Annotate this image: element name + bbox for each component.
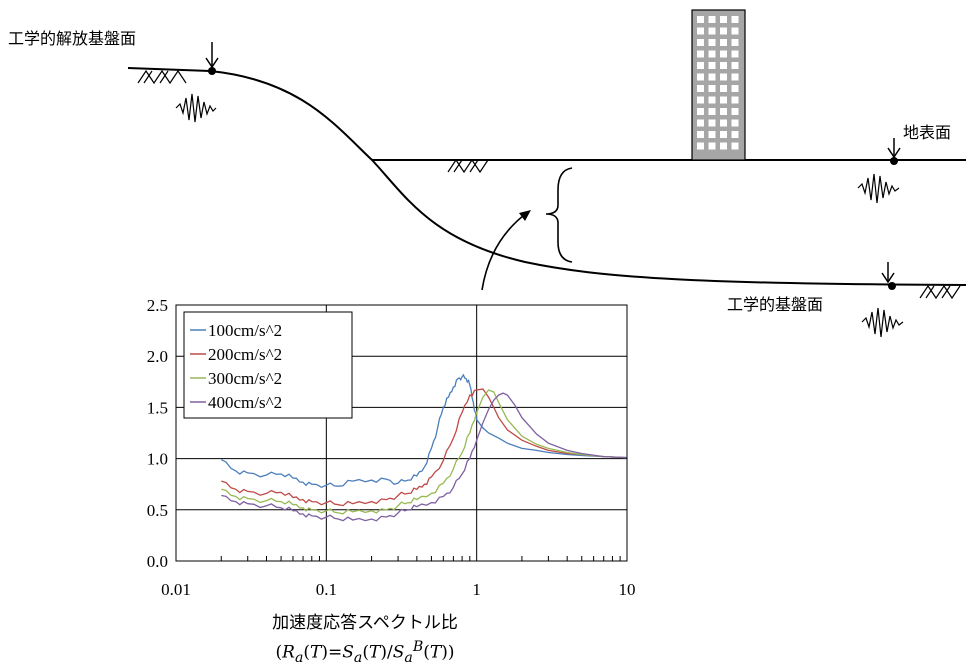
x-tick-label: 0.01 <box>161 580 191 599</box>
legend-label: 100cm/s^2 <box>208 321 282 340</box>
legend-label: 400cm/s^2 <box>208 393 282 412</box>
y-tick-label: 2.5 <box>147 296 168 315</box>
x-tick-label: 0.1 <box>316 580 337 599</box>
x-tick-label: 10 <box>619 580 636 599</box>
waveform-icon-bedrock <box>861 307 904 338</box>
response-ratio-chart: 0.0 0.5 1.0 1.5 2.0 2.5 0.01 0.1 1 10 100cm/s^2 20… <box>147 296 636 599</box>
x-tick-label: 1 <box>472 580 481 599</box>
chart-legend: 100cm/s^2 200cm/s^2 300cm/s^2 400cm/s^2 <box>183 311 353 419</box>
ground-profile <box>127 67 966 286</box>
chart-x-axis-label: 加速度応答スペクトル比 <box>272 613 458 633</box>
legend-label: 300cm/s^2 <box>208 369 282 388</box>
y-tick-label: 0.5 <box>147 501 168 520</box>
y-tick-label: 0.0 <box>147 552 168 571</box>
y-tick-label: 1.0 <box>147 450 168 469</box>
release-point-marker <box>205 42 219 75</box>
series-line-400 <box>221 392 628 522</box>
waveform-icon-release <box>175 93 217 123</box>
series-line-100 <box>220 373 628 489</box>
y-tick-label: 2.0 <box>147 347 168 366</box>
surface-point-marker <box>887 138 901 165</box>
ground-hatch-middle <box>447 158 489 174</box>
ground-surface-label: 地表面 <box>903 123 952 142</box>
bedrock-point-marker <box>881 262 896 290</box>
ground-hatch-left <box>137 69 187 85</box>
pointer-arrow <box>481 210 531 291</box>
layer-brace <box>545 167 573 263</box>
ground-hatch-right <box>919 284 961 300</box>
legend-label: 200cm/s^2 <box>208 345 282 364</box>
building-icon <box>691 9 746 161</box>
y-tick-label: 1.5 <box>147 398 168 417</box>
waveform-icon-surface <box>857 173 900 204</box>
engineering-bedrock-label: 工学的基盤面 <box>727 295 824 314</box>
series-line-300 <box>221 389 628 515</box>
engineering-bedrock-release-label: 工学的解放基盤面 <box>8 29 137 48</box>
series-line-200 <box>221 388 628 507</box>
chart-x-axis-formula: (Ra(T)=Sa(T)/SaB(T)) <box>275 639 455 667</box>
bedrock-release-surface-line <box>127 67 966 286</box>
